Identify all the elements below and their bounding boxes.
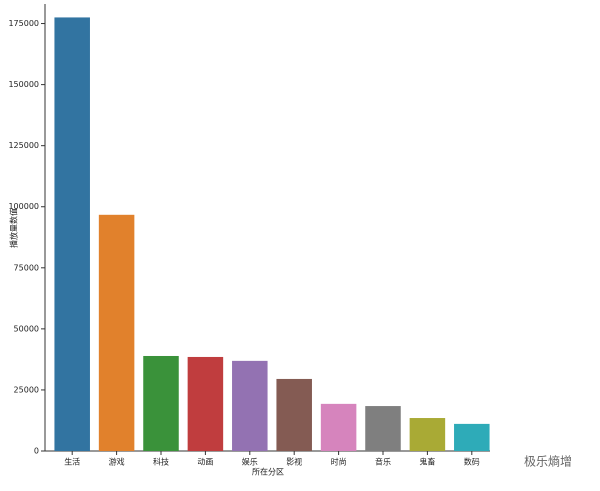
y-tick-label: 25000 [14,385,39,394]
y-tick-label: 75000 [14,263,39,272]
x-tick-label: 生活 [64,457,80,467]
x-tick-label: 影视 [286,457,302,467]
bar [409,418,446,451]
x-tick-label: 音乐 [375,457,391,467]
bar [320,403,357,451]
watermark: 极乐熵增 [524,454,572,469]
bar [454,423,490,451]
bar [276,378,312,451]
y-tick-label: 125000 [8,141,39,150]
bar [143,355,179,451]
y-tick-label: 100000 [8,202,39,211]
bar [365,406,401,451]
x-tick-label: 数码 [464,457,480,467]
x-axis-label: 所在分区 [252,467,284,477]
bar [54,17,90,452]
y-tick-label: 0 [34,447,39,456]
bar [98,214,135,451]
bar [187,356,224,451]
x-tick-label: 鬼畜 [419,457,435,467]
x-tick-label: 时尚 [331,457,347,467]
y-tick-label: 50000 [14,324,39,333]
y-tick-label: 150000 [8,80,39,89]
x-tick-label: 动画 [197,457,213,467]
y-tick-label: 175000 [8,19,39,28]
x-tick-label: 科技 [153,457,169,467]
x-tick-label: 娱乐 [242,457,258,467]
x-tick-label: 游戏 [109,457,125,467]
y-axis-label: 播放量数值 [9,208,19,248]
bar [232,360,268,451]
